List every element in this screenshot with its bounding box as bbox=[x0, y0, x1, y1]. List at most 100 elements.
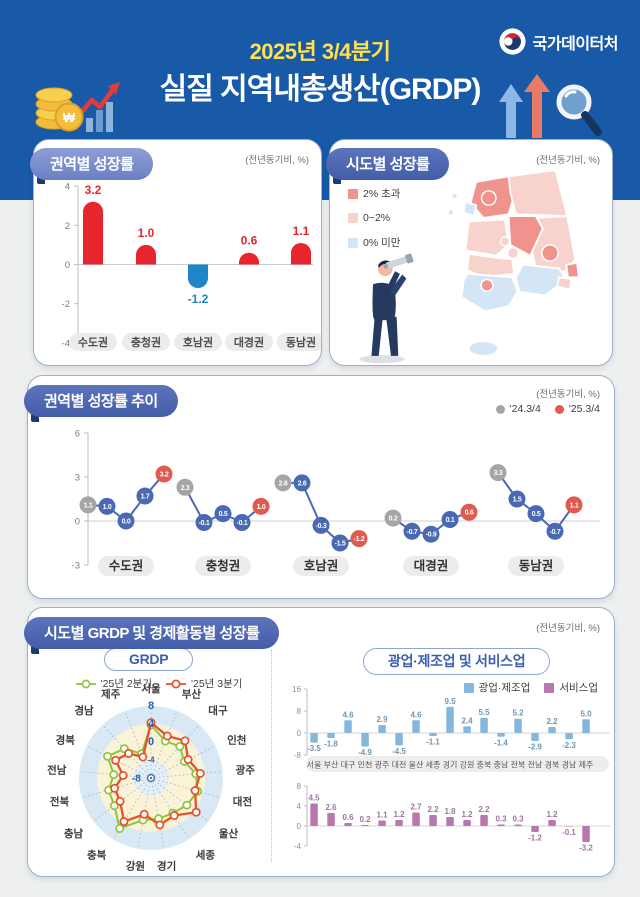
svg-text:울산: 울산 bbox=[409, 760, 424, 770]
map-region bbox=[514, 263, 566, 297]
svg-text:0: 0 bbox=[148, 736, 154, 748]
region-trend-chart: 6 3 0 -3 1.1 1.0 0.0 1.7 3.2 수도권 2.3 -0.… bbox=[28, 376, 614, 598]
svg-text:3.2: 3.2 bbox=[85, 183, 102, 197]
bar bbox=[446, 706, 454, 733]
svg-text:호남권: 호남권 bbox=[304, 558, 339, 573]
trend-point bbox=[293, 474, 311, 492]
bar bbox=[531, 733, 539, 741]
svg-text:-0.3: -0.3 bbox=[316, 523, 327, 530]
svg-text:2.2: 2.2 bbox=[427, 805, 439, 814]
trend-point bbox=[195, 513, 213, 531]
bar bbox=[344, 720, 352, 733]
unit-note: (전년동기비, %) bbox=[536, 155, 600, 166]
bar bbox=[463, 820, 471, 826]
svg-text:-8: -8 bbox=[294, 751, 302, 760]
svg-text:-3.5: -3.5 bbox=[307, 744, 321, 753]
trend-point bbox=[565, 496, 583, 514]
bar bbox=[497, 733, 505, 737]
legend-item: '25.3/4 bbox=[554, 403, 600, 415]
svg-text:경기: 경기 bbox=[443, 760, 458, 770]
map-region bbox=[556, 276, 573, 291]
industry-subtitle-pill: 광업·제조업 및 서비스업 bbox=[363, 648, 551, 675]
svg-text:2.4: 2.4 bbox=[461, 716, 473, 725]
svg-text:0.2: 0.2 bbox=[359, 815, 371, 824]
bar bbox=[395, 733, 403, 746]
bar bbox=[327, 733, 335, 738]
svg-text:대전: 대전 bbox=[392, 760, 407, 770]
svg-text:-3.2: -3.2 bbox=[579, 844, 593, 853]
svg-text:2.2: 2.2 bbox=[478, 805, 490, 814]
bar bbox=[497, 824, 505, 826]
svg-text:2: 2 bbox=[65, 221, 70, 232]
svg-text:3: 3 bbox=[75, 472, 80, 483]
svg-text:5.0: 5.0 bbox=[580, 709, 592, 718]
svg-text:인천: 인천 bbox=[358, 760, 373, 770]
svg-text:4.6: 4.6 bbox=[342, 710, 354, 719]
svg-text:대경권: 대경권 bbox=[234, 335, 264, 349]
map-region bbox=[450, 192, 459, 200]
svg-text:호남권: 호남권 bbox=[183, 335, 213, 349]
legend-item: 서비스업 bbox=[544, 680, 598, 695]
bar bbox=[310, 803, 318, 826]
svg-text:-2.9: -2.9 bbox=[528, 743, 542, 752]
svg-text:수도권: 수도권 bbox=[109, 559, 144, 573]
page-title: 실질 지역내총생산(GRDP) bbox=[159, 73, 482, 106]
svg-text:3.3: 3.3 bbox=[494, 470, 503, 477]
svg-text:-2: -2 bbox=[62, 299, 70, 310]
bar bbox=[514, 824, 522, 826]
bar bbox=[565, 733, 573, 740]
svg-text:0: 0 bbox=[297, 822, 302, 831]
trend-point bbox=[489, 464, 507, 482]
bar bbox=[446, 817, 454, 826]
org-emblem-icon bbox=[499, 28, 526, 55]
magnifier-icon bbox=[552, 82, 604, 143]
svg-text:-1.5: -1.5 bbox=[335, 541, 346, 548]
svg-text:2.6: 2.6 bbox=[325, 803, 337, 812]
industry-legend: 광업·제조업 서비스업 bbox=[463, 680, 598, 695]
svg-text:제주: 제주 bbox=[579, 761, 594, 770]
panel-title-regional: 권역별 성장률 bbox=[30, 148, 154, 180]
svg-text:부산: 부산 bbox=[324, 760, 339, 770]
map-region bbox=[460, 272, 519, 313]
svg-text:부산: 부산 bbox=[182, 688, 202, 701]
map-region bbox=[466, 252, 515, 279]
bar bbox=[395, 820, 403, 826]
svg-text:경북: 경북 bbox=[545, 760, 560, 770]
grdp-legend: '25년 2분기 '25년 3분기 bbox=[64, 676, 254, 691]
svg-text:대구: 대구 bbox=[208, 704, 228, 717]
svg-text:1.5: 1.5 bbox=[513, 496, 522, 503]
svg-text:-1.2: -1.2 bbox=[528, 834, 542, 843]
svg-text:수도권: 수도권 bbox=[78, 336, 108, 349]
quarter-title: 2025년 3/4분기 bbox=[249, 39, 391, 64]
svg-text:경기: 경기 bbox=[157, 860, 176, 873]
card-sido-growth-map: 시도별 성장률 (전년동기비, %) 2% 초과 0~2% 0% 미만 bbox=[326, 139, 613, 366]
bar bbox=[463, 726, 471, 733]
trend-point bbox=[136, 487, 154, 505]
bar bbox=[327, 813, 335, 826]
svg-text:전남: 전남 bbox=[528, 760, 543, 770]
svg-text:1.7: 1.7 bbox=[141, 494, 150, 501]
svg-text:-0.9: -0.9 bbox=[426, 532, 437, 539]
trend-point bbox=[546, 522, 564, 540]
svg-text:충남: 충남 bbox=[64, 827, 84, 840]
grdp-subtitle-pill: GRDP bbox=[104, 648, 194, 671]
svg-text:광주: 광주 bbox=[236, 765, 256, 777]
svg-text:대경권: 대경권 bbox=[414, 558, 449, 573]
unit-note: (전년동기비, %) bbox=[245, 155, 309, 166]
bar bbox=[188, 264, 208, 289]
svg-text:전북: 전북 bbox=[511, 760, 526, 770]
map-region bbox=[565, 262, 580, 279]
svg-text:1.1: 1.1 bbox=[293, 224, 310, 238]
legend-item: '25년 2분기 bbox=[75, 676, 152, 691]
legend-item: 광업·제조업 bbox=[463, 680, 530, 695]
svg-text:-0.1: -0.1 bbox=[562, 828, 576, 837]
svg-text:광주: 광주 bbox=[375, 760, 390, 770]
trend-point bbox=[214, 505, 232, 523]
svg-text:경남: 경남 bbox=[74, 704, 94, 717]
coins-trend-icon: ₩ bbox=[28, 62, 128, 143]
svg-text:-4: -4 bbox=[294, 842, 302, 851]
trend-point bbox=[98, 497, 116, 515]
trend-point bbox=[350, 530, 368, 548]
svg-text:4: 4 bbox=[148, 718, 155, 730]
svg-text:-1.4: -1.4 bbox=[494, 738, 508, 747]
